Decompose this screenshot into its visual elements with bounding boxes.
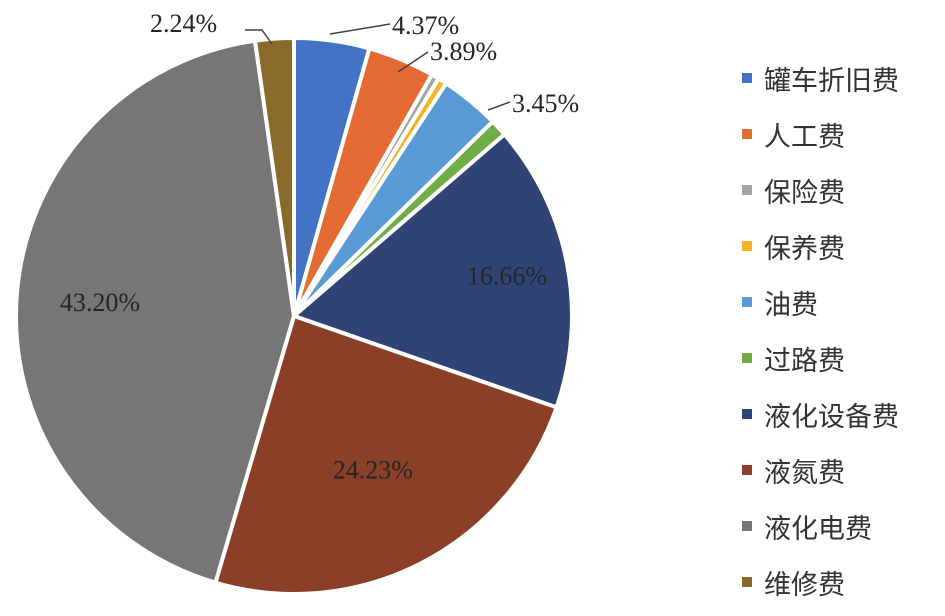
legend-label: 液氮费 <box>764 457 845 489</box>
legend-item: 液氮费 <box>742 442 899 498</box>
legend-label: 罐车折旧费 <box>764 65 899 97</box>
leader-line <box>245 29 273 45</box>
legend-swatch <box>742 129 752 139</box>
legend-swatch <box>742 73 752 83</box>
legend-item: 液化设备费 <box>742 386 899 442</box>
slice-8-液化电费 <box>14 38 296 585</box>
legend-swatch <box>742 297 752 307</box>
leader-line <box>397 51 429 73</box>
legend-label: 保险费 <box>764 177 845 209</box>
legend-swatch <box>742 185 752 195</box>
legend-item: 过路费 <box>742 330 899 386</box>
legend-label: 保养费 <box>764 233 845 265</box>
legend-item: 人工费 <box>742 106 899 162</box>
data-label: 16.66% <box>467 261 547 290</box>
legend-label: 过路费 <box>764 345 845 377</box>
legend-label: 人工费 <box>764 121 845 153</box>
data-label: 4.37% <box>392 11 459 40</box>
chart-legend: 罐车折旧费人工费保险费保养费油费过路费液化设备费液氮费液化电费维修费 <box>742 50 899 610</box>
pie-slices <box>14 36 574 596</box>
legend-label: 油费 <box>764 289 818 321</box>
legend-item: 罐车折旧费 <box>742 50 899 106</box>
leader-lines <box>245 23 511 111</box>
legend-swatch <box>742 409 752 419</box>
slice-7-液氮费 <box>213 314 559 596</box>
data-label: 24.23% <box>333 455 413 484</box>
legend-label: 液化电费 <box>764 513 872 545</box>
legend-label: 液化设备费 <box>764 401 899 433</box>
legend-swatch <box>742 353 752 363</box>
legend-item: 维修费 <box>742 554 899 610</box>
legend-swatch <box>742 465 752 475</box>
legend-item: 液化电费 <box>742 498 899 554</box>
leader-line <box>487 101 511 111</box>
legend-swatch <box>742 577 752 587</box>
legend-item: 保养费 <box>742 218 899 274</box>
legend-item: 保险费 <box>742 162 899 218</box>
legend-swatch <box>742 521 752 531</box>
slice-9-维修费 <box>253 36 296 318</box>
legend-swatch <box>742 241 752 251</box>
legend-item: 油费 <box>742 274 899 330</box>
legend-label: 维修费 <box>764 569 845 601</box>
leader-line <box>329 23 391 35</box>
data-label: 3.45% <box>512 89 579 118</box>
data-label: 3.89% <box>430 37 497 66</box>
data-label: 43.20% <box>60 288 140 317</box>
data-labels: 4.37%3.89% 3.45% 16.66% 24.23% 43.20% 2.24% <box>60 9 579 484</box>
data-label: 2.24% <box>150 9 217 38</box>
